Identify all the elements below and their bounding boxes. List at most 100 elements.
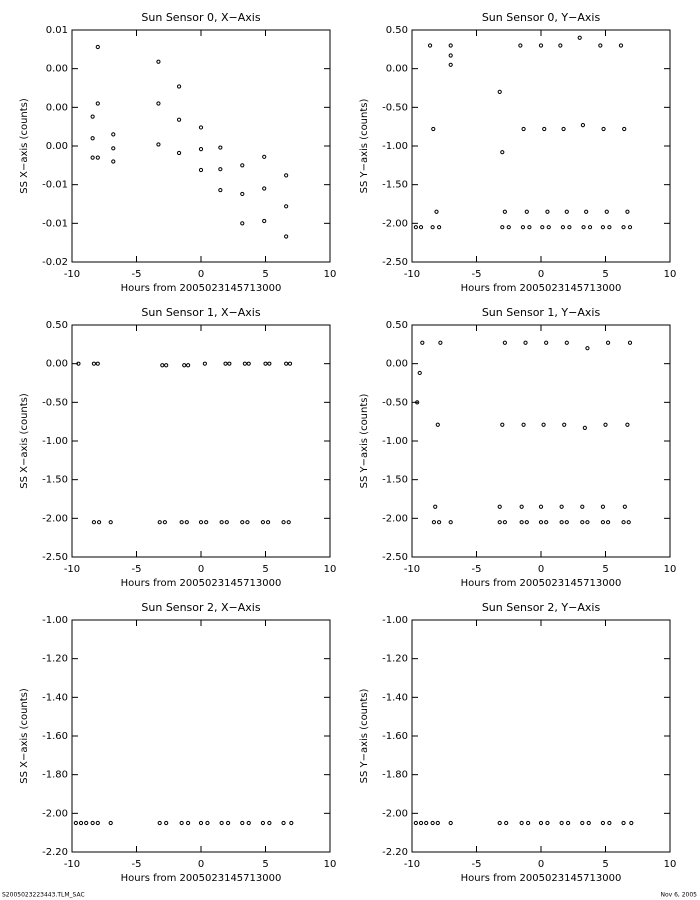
y-tick-label: -2.00 <box>382 218 408 229</box>
plot-frame <box>71 324 331 558</box>
y-tick-label: 0.50 <box>46 320 68 331</box>
point <box>448 43 453 48</box>
point <box>621 520 626 525</box>
y-axis-label: SS X−axis (counts) <box>19 688 30 784</box>
point <box>601 126 606 132</box>
point <box>246 820 251 826</box>
point <box>559 820 564 826</box>
point <box>260 520 266 525</box>
point <box>580 520 585 525</box>
point <box>521 422 526 427</box>
point <box>497 520 502 525</box>
y-tick-label: -2.50 <box>382 552 408 563</box>
point <box>240 163 245 168</box>
point <box>538 504 544 509</box>
y-tick-label: -1.20 <box>42 654 68 665</box>
y-tick-label: 0.00 <box>46 359 68 370</box>
point <box>626 520 631 525</box>
y-tick-label: -1.50 <box>42 475 68 486</box>
point <box>413 225 418 230</box>
point <box>627 225 633 230</box>
point <box>448 520 453 525</box>
point <box>435 422 440 427</box>
point <box>605 520 611 525</box>
point <box>605 340 611 345</box>
point <box>625 422 630 427</box>
chart-title: Sun Sensor 2, X−Axis <box>141 601 260 614</box>
point <box>267 820 272 826</box>
point <box>90 820 95 826</box>
point <box>500 150 505 155</box>
y-tick-label: -2.50 <box>42 552 68 563</box>
point <box>84 820 89 826</box>
point <box>580 123 586 128</box>
point <box>218 167 223 172</box>
point <box>227 361 232 366</box>
point <box>506 225 511 230</box>
y-tick-label: -1.80 <box>382 770 408 781</box>
point <box>284 361 289 366</box>
point <box>179 820 184 826</box>
y-tick-label: -0.50 <box>42 397 68 408</box>
point <box>260 820 266 826</box>
x-tick-label: -10 <box>64 269 80 280</box>
x-axis-label: Hours from 2005023145713000 <box>461 283 622 294</box>
point <box>562 422 567 427</box>
point <box>560 225 566 230</box>
point <box>157 820 162 826</box>
point <box>580 820 585 826</box>
point <box>577 35 582 40</box>
point <box>198 820 204 826</box>
point <box>179 520 184 525</box>
point <box>156 101 161 106</box>
point <box>156 142 161 147</box>
point <box>565 820 571 826</box>
point <box>436 225 442 230</box>
x-tick-label: 10 <box>324 564 337 575</box>
point <box>504 820 509 826</box>
point <box>246 361 251 366</box>
point <box>438 340 443 345</box>
y-axis-label: SS Y−axis (counts) <box>359 394 370 489</box>
point <box>540 225 545 230</box>
point <box>448 53 453 58</box>
point <box>420 340 425 345</box>
y-tick-label: -1.00 <box>42 436 68 447</box>
point <box>95 101 100 106</box>
point <box>240 191 245 197</box>
y-tick-label: -1.40 <box>382 692 408 703</box>
point <box>561 126 566 132</box>
point <box>111 159 116 164</box>
point <box>262 154 267 159</box>
point <box>564 520 569 525</box>
x-tick-label: 0 <box>198 269 204 280</box>
point <box>541 422 546 427</box>
x-tick-label: -5 <box>472 564 482 575</box>
point <box>559 520 564 525</box>
point <box>176 150 182 156</box>
point <box>111 146 116 151</box>
y-tick-label: -2.00 <box>382 808 408 819</box>
x-tick-label: -5 <box>132 859 142 870</box>
point <box>198 167 204 173</box>
point <box>433 504 438 509</box>
point <box>584 209 589 214</box>
x-axis-label: Hours from 2005023145713000 <box>461 578 622 589</box>
x-tick-label: 0 <box>538 859 544 870</box>
point <box>502 520 507 525</box>
point <box>96 520 102 525</box>
point <box>436 520 442 525</box>
point <box>240 520 245 525</box>
y-tick-label: -1.00 <box>382 141 408 152</box>
point <box>581 225 586 230</box>
x-axis-label: Hours from 2005023145713000 <box>121 578 282 589</box>
point <box>284 234 289 239</box>
y-tick-label: -2.00 <box>42 808 68 819</box>
point <box>567 225 572 230</box>
y-tick-label: 0.00 <box>386 64 408 75</box>
point <box>600 504 606 509</box>
y-tick-label: -1.00 <box>42 615 68 626</box>
point <box>524 520 529 525</box>
y-axis-label: SS Y−axis (counts) <box>359 99 370 194</box>
point <box>73 820 78 826</box>
